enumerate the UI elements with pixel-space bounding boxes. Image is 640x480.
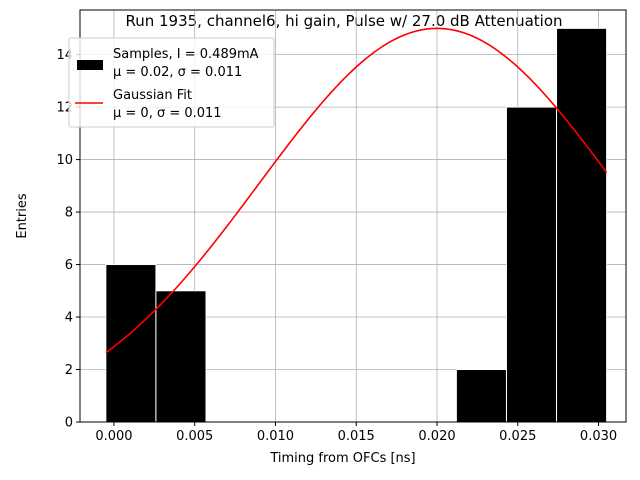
legend-samples-swatch	[77, 60, 103, 70]
gaussian-fit-curve	[105, 27, 608, 354]
legend: Samples, I = 0.489mA μ = 0.02, σ = 0.011…	[68, 37, 275, 128]
histogram-bar	[455, 369, 507, 423]
x-tick-label: 0.010	[257, 429, 294, 444]
legend-box	[68, 37, 275, 128]
x-tick-label: 0.030	[580, 429, 617, 444]
y-tick-label: 10	[56, 153, 73, 168]
histogram-bar	[556, 27, 608, 423]
y-axis-label: Entries	[15, 193, 30, 239]
x-axis-label: Timing from OFCs [ns]	[269, 451, 415, 466]
x-axis: 0.000 0.005 0.010 0.015 0.020 0.025 0.030	[95, 422, 617, 444]
x-tick-label: 0.025	[499, 429, 536, 444]
x-tick-label: 0.020	[418, 429, 455, 444]
y-tick-label: 8	[65, 206, 73, 221]
y-tick-label: 6	[65, 258, 73, 273]
y-tick-label: 4	[65, 311, 73, 326]
histogram-bar	[105, 264, 157, 423]
legend-fit-label: Gaussian Fit	[113, 88, 192, 103]
plot-area-frame	[79, 9, 627, 423]
legend-fit-stats: μ = 0, σ = 0.011	[113, 106, 222, 121]
legend-samples-stats: μ = 0.02, σ = 0.011	[113, 65, 242, 80]
histogram-bars	[105, 27, 608, 423]
y-tick-label: 2	[65, 363, 73, 378]
x-tick-label: 0.015	[338, 429, 375, 444]
x-tick-label: 0.005	[176, 429, 213, 444]
histogram-bar	[155, 290, 207, 423]
chart-title: Run 1935, channel6, hi gain, Pulse w/ 27…	[125, 12, 562, 30]
legend-samples-label: Samples, I = 0.489mA	[113, 47, 259, 62]
x-tick-label: 0.000	[95, 429, 132, 444]
histogram-bar	[505, 106, 558, 423]
y-tick-label: 0	[65, 416, 73, 431]
